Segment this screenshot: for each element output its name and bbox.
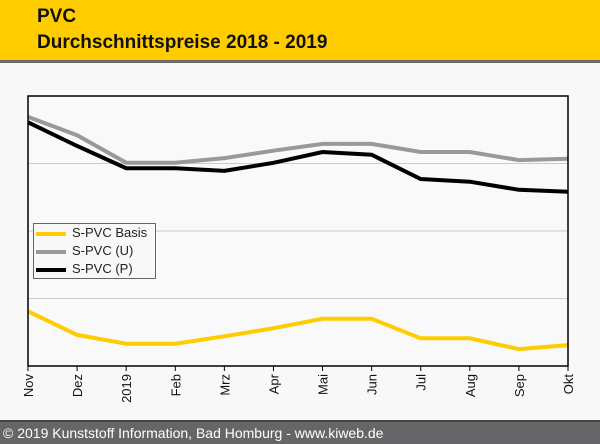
chart-header: PVC Durchschnittspreise 2018 - 2019 bbox=[0, 0, 600, 63]
x-tick-label-2: 2019 bbox=[119, 374, 134, 403]
x-tick-label-0: Nov bbox=[21, 374, 36, 398]
chart-legend: S-PVC Basis S-PVC (U) S-PVC (P) bbox=[33, 223, 156, 279]
copyright-text: © 2019 Kunststoff Information, Bad Hombu… bbox=[3, 425, 384, 441]
copyright-footer: © 2019 Kunststoff Information, Bad Hombu… bbox=[0, 420, 600, 444]
x-tick-label-11: Okt bbox=[561, 374, 576, 395]
chart-title: PVC bbox=[37, 6, 77, 27]
series-line-s-pvc-u bbox=[27, 115, 569, 165]
x-tick-label-3: Feb bbox=[168, 374, 183, 396]
plot-frame bbox=[27, 95, 569, 367]
series-line-s-pvc-basis bbox=[27, 309, 569, 352]
legend-label-p: S-PVC (P) bbox=[72, 261, 133, 276]
legend-label-u: S-PVC (U) bbox=[72, 243, 134, 258]
legend-swatch-basis bbox=[36, 232, 66, 236]
x-tick-label-8: Jul bbox=[414, 374, 429, 391]
series-line-s-pvc-p bbox=[27, 120, 569, 194]
chart-subtitle: Durchschnittspreise 2018 - 2019 bbox=[37, 32, 328, 53]
x-tick-label-6: Mai bbox=[316, 374, 331, 395]
legend-label-basis: S-PVC Basis bbox=[72, 225, 148, 240]
x-tick-label-4: Mrz bbox=[217, 374, 232, 396]
legend-swatch-u bbox=[36, 250, 66, 254]
x-tick-label-1: Dez bbox=[70, 374, 85, 397]
line-chart: Nov Dez 2019 Feb Mrz Apr Mai Jun Jul Aug Sep Okt bbox=[21, 95, 576, 403]
legend-swatch-p bbox=[36, 268, 66, 272]
x-tick-label-9: Aug bbox=[463, 374, 478, 397]
x-tick-label-7: Jun bbox=[365, 374, 380, 395]
x-tick-label-10: Sep bbox=[512, 374, 527, 397]
x-tick-label-5: Apr bbox=[266, 373, 281, 394]
